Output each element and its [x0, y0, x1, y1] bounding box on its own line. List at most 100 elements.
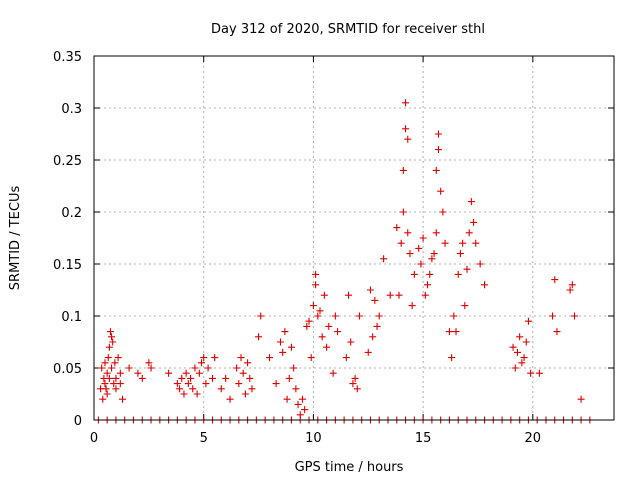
- data-point: [454, 270, 462, 278]
- data-point: [369, 333, 377, 341]
- data-point: [202, 380, 210, 388]
- data-point: [290, 364, 298, 372]
- data-point: [312, 270, 320, 278]
- data-point: [406, 250, 414, 258]
- data-point: [301, 406, 309, 414]
- data-point: [103, 369, 111, 377]
- data-point: [241, 390, 249, 398]
- data-point: [513, 348, 521, 356]
- data-point: [108, 333, 116, 341]
- data-point: [522, 338, 530, 346]
- data-point: [198, 359, 206, 367]
- data-point: [329, 369, 337, 377]
- data-point: [424, 281, 432, 289]
- data-point: [246, 374, 254, 382]
- data-point: [195, 369, 203, 377]
- data-point: [248, 385, 256, 393]
- data-point: [472, 239, 480, 247]
- x-axis-label: GPS time / hours: [295, 460, 404, 475]
- y-tick-label: 0.05: [53, 362, 82, 377]
- data-point: [125, 364, 133, 372]
- data-point: [112, 385, 120, 393]
- data-point: [402, 125, 410, 133]
- data-point: [373, 322, 381, 330]
- data-point: [459, 239, 467, 247]
- data-point: [320, 291, 328, 299]
- data-point: [298, 395, 306, 403]
- data-point: [292, 385, 300, 393]
- data-point: [105, 374, 113, 382]
- data-point: [145, 359, 153, 367]
- data-point: [193, 390, 201, 398]
- x-tick-label: 10: [305, 431, 322, 446]
- data-point: [204, 364, 212, 372]
- data-point: [364, 348, 372, 356]
- data-point: [283, 395, 291, 403]
- data-point: [314, 312, 322, 320]
- data-point: [101, 359, 109, 367]
- data-point: [351, 374, 359, 382]
- data-point: [116, 380, 124, 388]
- data-point: [281, 328, 289, 336]
- data-point: [448, 354, 456, 362]
- y-tick-label: 0.35: [53, 50, 82, 65]
- x-tick-label: 0: [90, 431, 98, 446]
- data-point: [549, 312, 557, 320]
- data-point: [568, 281, 576, 289]
- data-point: [119, 395, 127, 403]
- data-point: [399, 208, 407, 216]
- data-point: [371, 296, 379, 304]
- data-point: [524, 317, 532, 325]
- data-point: [325, 322, 333, 330]
- data-point: [200, 354, 208, 362]
- data-point: [189, 385, 197, 393]
- data-point: [180, 390, 188, 398]
- data-point: [439, 208, 447, 216]
- x-tick-label: 15: [415, 431, 432, 446]
- data-point: [110, 380, 118, 388]
- y-tick-label: 0.3: [61, 102, 82, 117]
- data-point: [114, 354, 122, 362]
- y-tick-label: 0.1: [61, 310, 82, 325]
- grid: [94, 56, 614, 420]
- data-point: [366, 286, 374, 294]
- data-point: [535, 369, 543, 377]
- data-point: [434, 146, 442, 154]
- data-point: [393, 224, 401, 232]
- data-point: [211, 354, 219, 362]
- data-point: [353, 385, 361, 393]
- data-point: [421, 291, 429, 299]
- data-point: [316, 307, 324, 315]
- data-point: [577, 395, 585, 403]
- data-point: [509, 343, 517, 351]
- y-tick-label: 0.25: [53, 154, 82, 169]
- data-point: [355, 312, 363, 320]
- data-point: [518, 359, 526, 367]
- data-point: [450, 312, 458, 320]
- data-point: [452, 328, 460, 336]
- data-point: [222, 374, 230, 382]
- data-point: [437, 187, 445, 195]
- data-point: [461, 302, 469, 310]
- data-point: [463, 265, 471, 273]
- data-point: [566, 286, 574, 294]
- data-point: [184, 380, 192, 388]
- data-point: [138, 374, 146, 382]
- y-tick-label: 0.15: [53, 258, 82, 273]
- data-point: [287, 343, 295, 351]
- data-point: [116, 369, 124, 377]
- data-point: [244, 359, 252, 367]
- data-point: [467, 198, 475, 206]
- data-point: [404, 135, 412, 143]
- data-point: [465, 229, 473, 237]
- data-point: [285, 374, 293, 382]
- y-tick-label: 0.2: [61, 206, 82, 221]
- x-tick-labels: 0 5 10 15 20: [90, 431, 541, 446]
- chart-title: Day 312 of 2020, SRMTID for receiver sth…: [211, 22, 485, 37]
- data-point: [428, 255, 436, 263]
- data-point: [307, 354, 315, 362]
- data-point: [233, 364, 241, 372]
- data-point: [323, 343, 331, 351]
- data-point: [417, 260, 425, 268]
- data-point: [395, 291, 403, 299]
